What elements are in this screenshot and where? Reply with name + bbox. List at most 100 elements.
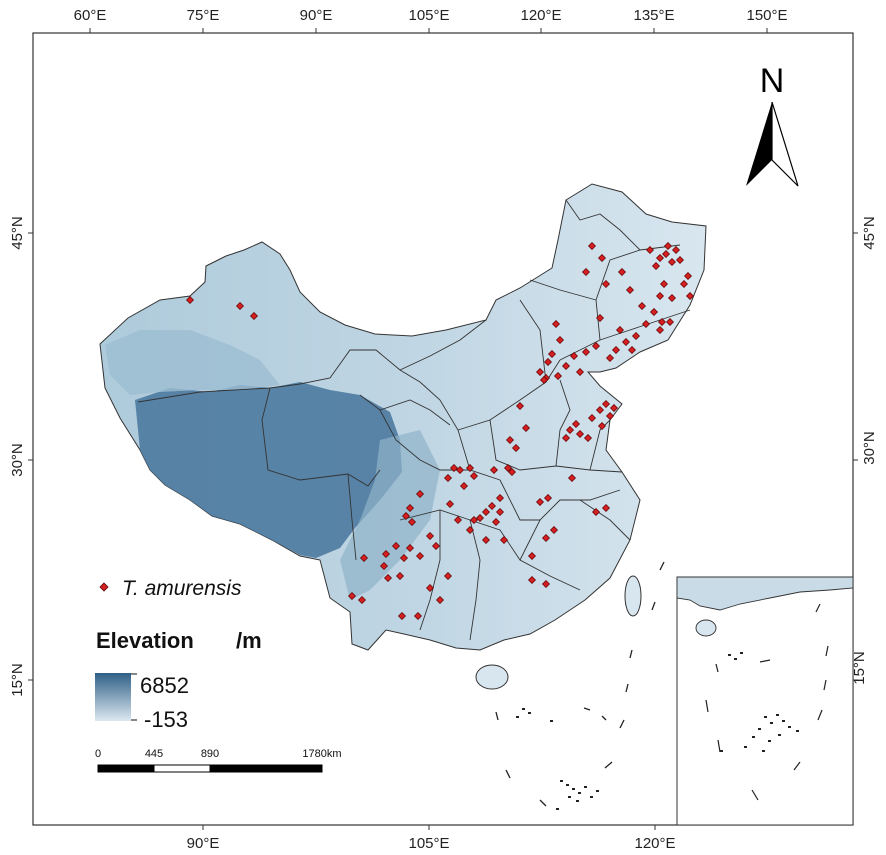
occurrence-point — [416, 490, 424, 498]
lon-tick-top: 150°E — [746, 7, 787, 24]
species-legend-marker — [99, 582, 109, 592]
scale-label: 890 — [201, 748, 219, 760]
left-latitude-labels: 45°N 30°N 15°N — [9, 216, 26, 697]
elevation-min-label: -153 — [144, 707, 188, 732]
lon-tick-top: 105°E — [408, 7, 449, 24]
frame-ticks — [28, 28, 858, 830]
north-arrow-right-half — [771, 101, 799, 187]
occurrence-point — [358, 596, 366, 604]
occurrence-point — [392, 542, 400, 550]
occurrence-point — [684, 272, 692, 280]
occurrence-point — [446, 500, 454, 508]
lat-tick-left: 45°N — [9, 216, 26, 250]
occurrence-point — [610, 404, 618, 412]
elevation-legend-title: Elevation — [96, 628, 194, 653]
occurrence-point — [672, 246, 680, 254]
occurrence-point — [476, 514, 484, 522]
occurrence-point — [650, 308, 658, 316]
lat-tick-inset: 15°N — [851, 651, 868, 685]
occurrence-point — [466, 464, 474, 472]
occurrence-point — [554, 372, 562, 380]
occurrence-point — [632, 332, 640, 340]
occurrence-point — [562, 362, 570, 370]
occurrence-point — [416, 552, 424, 560]
occurrence-point — [598, 254, 606, 262]
occurrence-point — [470, 516, 478, 524]
occurrence-point — [402, 512, 410, 520]
scale-label: 1780km — [302, 748, 341, 760]
occurrence-point — [588, 242, 596, 250]
occurrence-point — [436, 596, 444, 604]
north-arrow-left-half — [746, 102, 772, 186]
elevation-color-ramp — [95, 673, 131, 721]
occurrence-point — [348, 592, 356, 600]
occurrence-point — [398, 612, 406, 620]
occurrence-point — [482, 536, 490, 544]
occurrence-point — [508, 468, 516, 476]
occurrence-point — [584, 434, 592, 442]
occurrence-point — [186, 296, 194, 304]
occurrence-point — [454, 516, 462, 524]
lon-tick-top: 90°E — [300, 7, 333, 24]
occurrence-point — [576, 368, 584, 376]
occurrence-point — [396, 572, 404, 580]
occurrence-point — [664, 242, 672, 250]
lon-tick-top: 75°E — [187, 7, 220, 24]
north-label: N — [760, 62, 785, 100]
occurrence-point — [528, 576, 536, 584]
occurrence-point — [490, 466, 498, 474]
occurrence-points — [186, 242, 694, 620]
lon-tick-bottom: 120°E — [634, 835, 675, 852]
occurrence-point — [668, 294, 676, 302]
occurrence-point — [406, 504, 414, 512]
occurrence-point — [542, 534, 550, 542]
occurrence-point — [572, 420, 580, 428]
occurrence-point — [536, 498, 544, 506]
occurrence-point — [618, 268, 626, 276]
occurrence-point — [360, 554, 368, 562]
occurrence-point — [236, 302, 244, 310]
china-landmass — [99, 183, 707, 651]
occurrence-point — [638, 302, 646, 310]
occurrence-point — [506, 436, 514, 444]
occurrence-point — [612, 346, 620, 354]
occurrence-point — [626, 286, 634, 294]
lon-tick-top: 120°E — [520, 7, 561, 24]
lat-tick-right: 30°N — [861, 431, 878, 465]
occurrence-point — [570, 352, 578, 360]
inset-mainland — [676, 576, 854, 611]
occurrence-point — [668, 258, 676, 266]
occurrence-point — [450, 464, 458, 472]
occurrence-point — [676, 256, 684, 264]
occurrence-point — [382, 550, 390, 558]
south-china-sea-marks — [495, 561, 665, 807]
occurrence-point — [592, 508, 600, 516]
occurrence-point — [504, 464, 512, 472]
lon-tick-top: 135°E — [633, 7, 674, 24]
occurrence-point — [550, 526, 558, 534]
occurrence-point — [680, 280, 688, 288]
inset-hainan — [695, 619, 717, 637]
occurrence-point — [426, 532, 434, 540]
occurrence-point — [400, 554, 408, 562]
scale-label: 445 — [145, 748, 163, 760]
occurrence-point — [582, 348, 590, 356]
occurrence-point — [492, 518, 500, 526]
occurrence-point — [384, 574, 392, 582]
occurrence-point — [588, 414, 596, 422]
lat-tick-left: 15°N — [9, 663, 26, 697]
legend: T. amurensis Elevation /m 6852 -153 — [95, 577, 262, 732]
occurrence-point — [628, 346, 636, 354]
occurrence-point — [466, 526, 474, 534]
occurrence-point — [582, 268, 590, 276]
occurrence-point — [656, 326, 664, 334]
occurrence-point — [528, 552, 536, 560]
occurrence-point — [562, 434, 570, 442]
occurrence-point — [686, 292, 694, 300]
right-latitude-labels: 45°N 30°N 15°N — [851, 216, 878, 685]
inset-map — [676, 576, 854, 826]
occurrence-point — [470, 472, 478, 480]
occurrence-point — [602, 280, 610, 288]
occurrence-point — [646, 246, 654, 254]
occurrence-point — [602, 504, 610, 512]
